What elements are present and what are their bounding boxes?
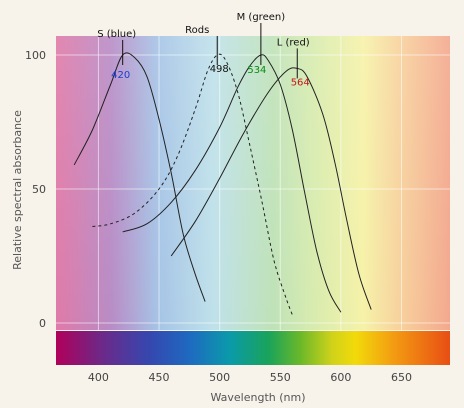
y-axis-ticks: 0 50 100 xyxy=(25,49,46,330)
x-tick-label-2: 500 xyxy=(209,371,230,384)
peak-label-s-blue: 420 xyxy=(111,70,130,81)
curve-name-rods: Rods xyxy=(185,25,209,36)
peak-label-rods: 498 xyxy=(210,64,229,75)
y-tick-label-1: 50 xyxy=(32,183,46,196)
curve-labels: S (blue) 420 Rods 498 M (green) 534 L (red) 564 xyxy=(97,12,310,88)
curve-s-blue xyxy=(73,52,206,302)
x-tick-label-4: 600 xyxy=(330,371,351,384)
x-axis-label: Wavelength (nm) xyxy=(210,391,305,404)
x-tick-label-3: 550 xyxy=(270,371,291,384)
peak-label-l-red: 564 xyxy=(291,77,310,88)
plot-sheen xyxy=(56,36,450,330)
y-tick-label-2: 100 xyxy=(25,49,46,62)
spectrum-bar xyxy=(56,331,450,365)
x-tick-label-1: 450 xyxy=(149,371,170,384)
grid-lines xyxy=(56,36,450,365)
x-tick-label-0: 400 xyxy=(88,371,109,384)
x-axis-ticks: 400 450 500 550 600 650 xyxy=(88,371,412,384)
y-axis-label: Relative spectral absorbance xyxy=(11,110,24,270)
peak-label-m-green: 534 xyxy=(247,65,266,76)
curve-name-m-green: M (green) xyxy=(237,12,286,23)
curve-name-l-red: L (red) xyxy=(277,37,310,48)
x-tick-label-5: 650 xyxy=(391,371,412,384)
curve-rods xyxy=(92,53,293,316)
y-tick-label-0: 0 xyxy=(39,317,46,330)
curve-name-s-blue: S (blue) xyxy=(97,29,136,40)
